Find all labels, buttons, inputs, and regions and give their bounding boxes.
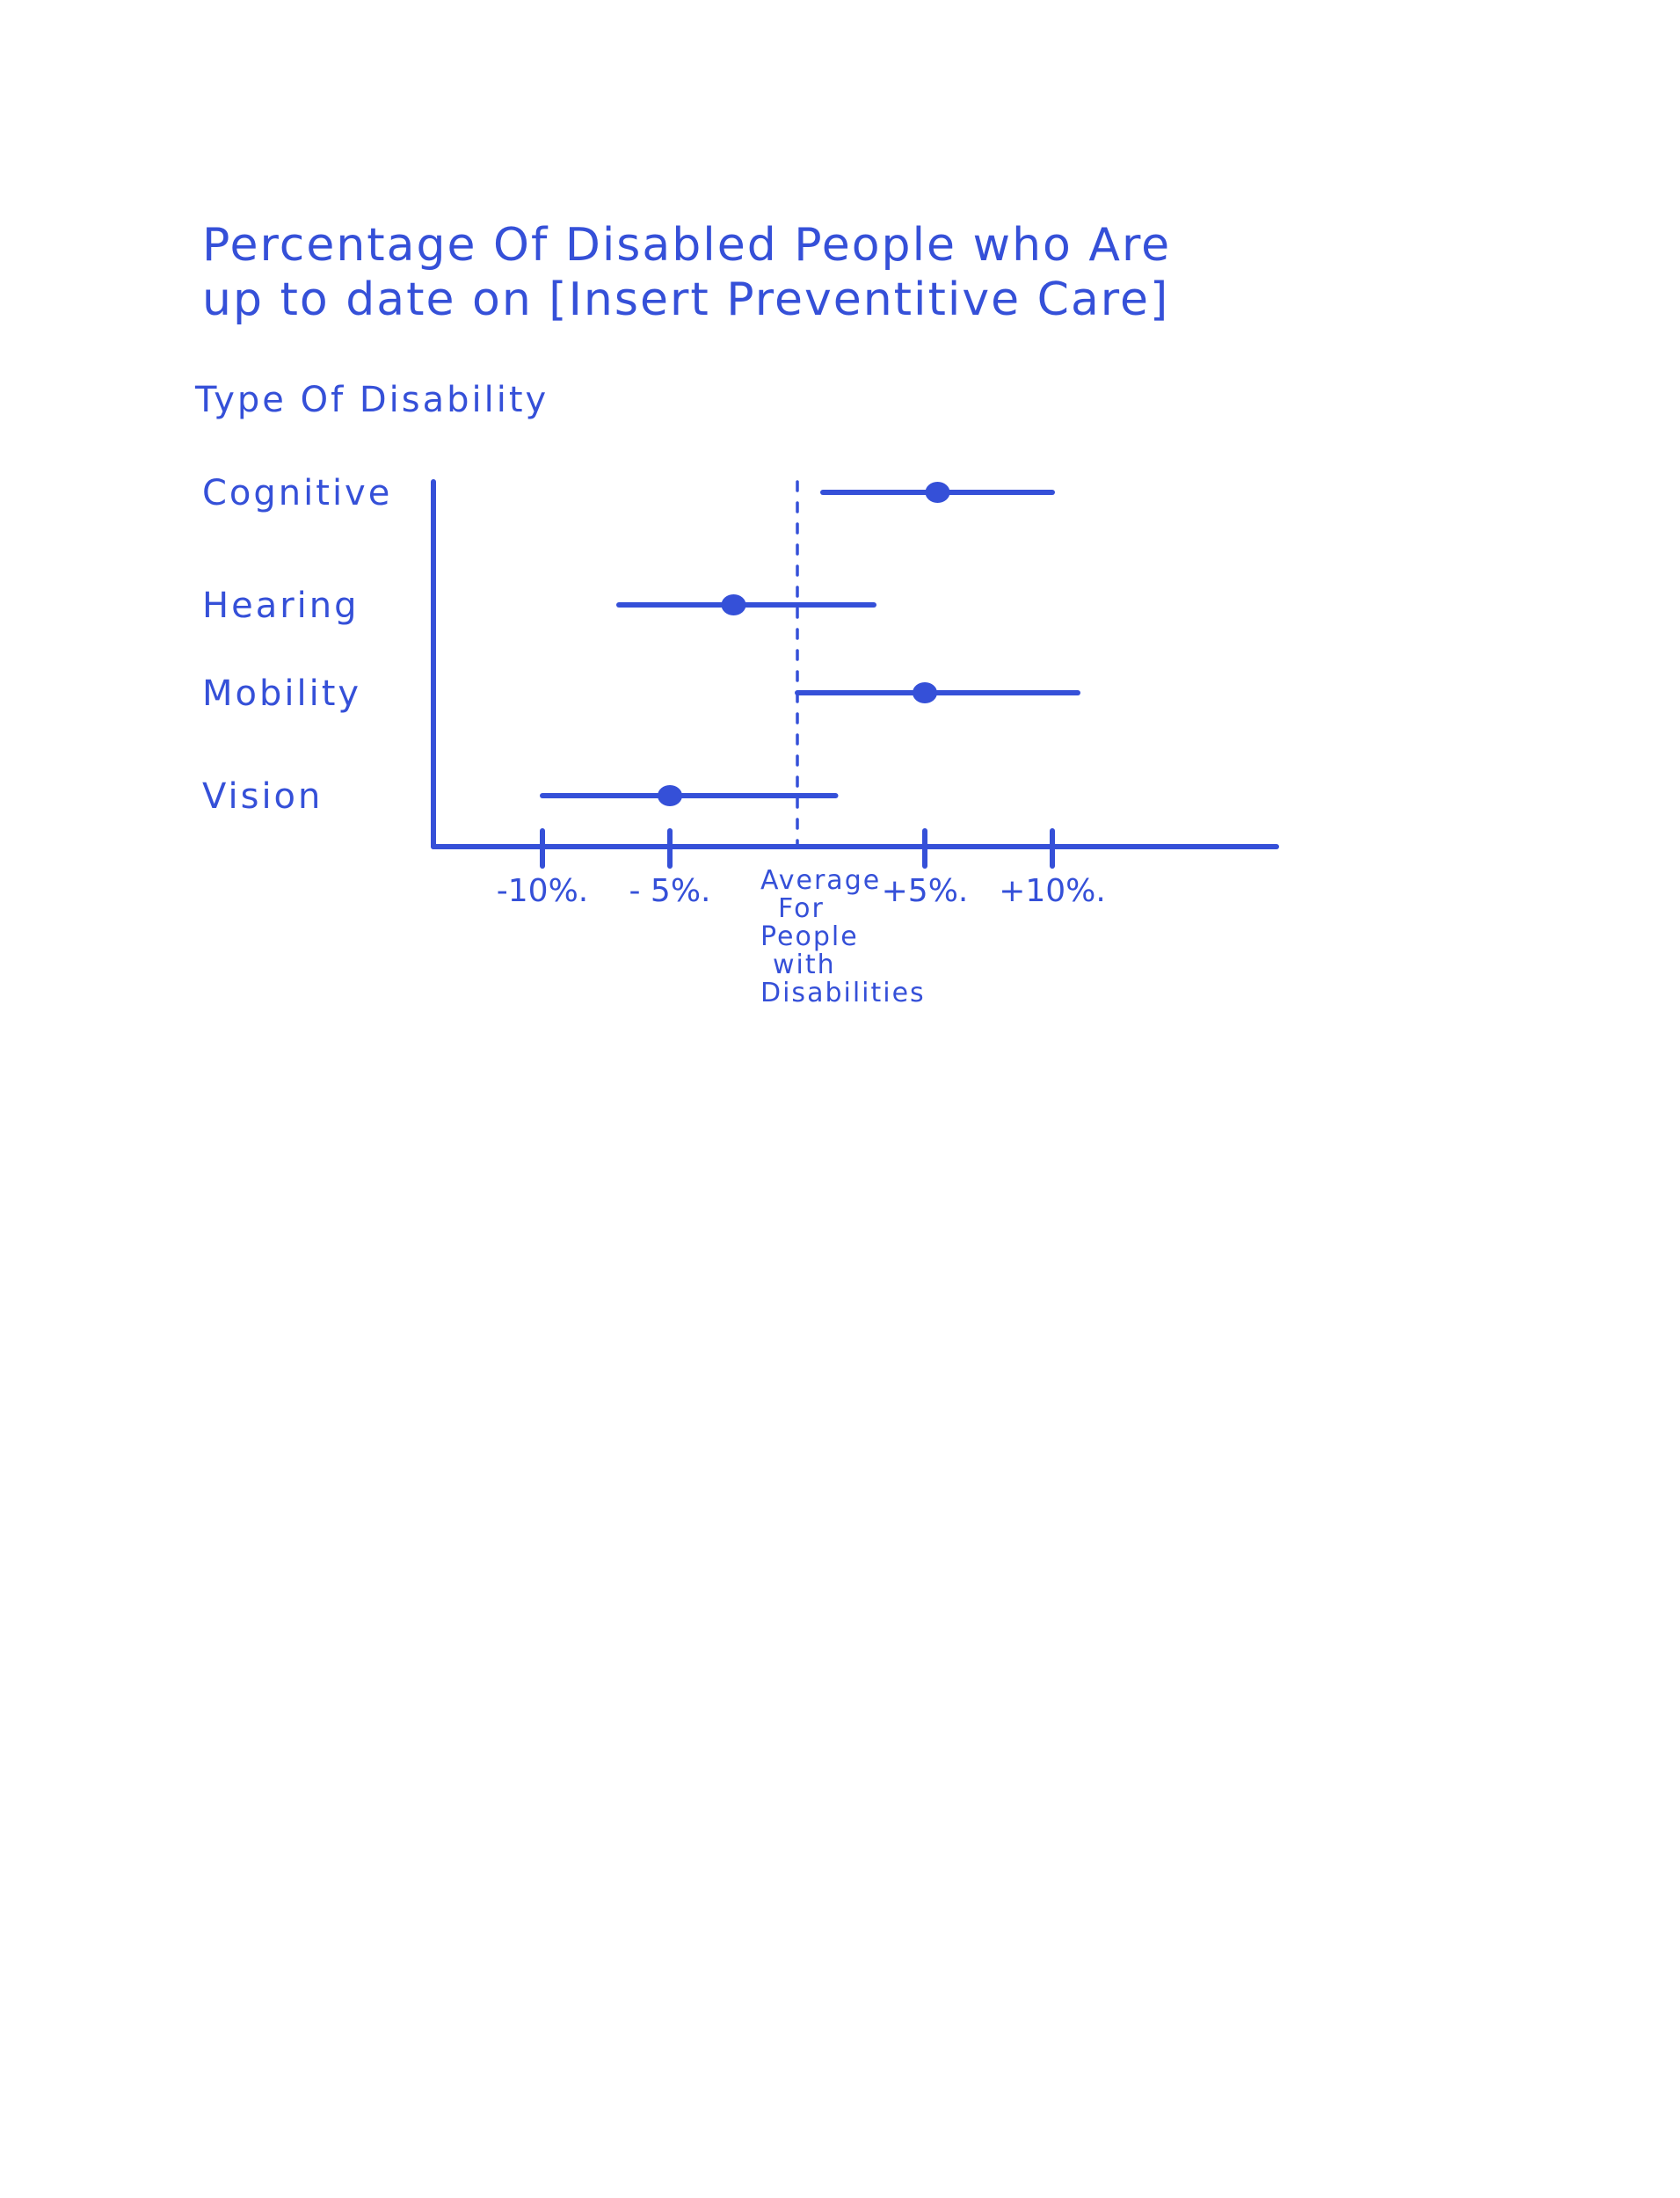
category-label-vision: Vision bbox=[202, 776, 323, 817]
x-tick-label-minus5: - 5%. bbox=[629, 873, 711, 909]
chart-marks: Cognitive Hearing Mobility Vision -10%. - 5%.… bbox=[202, 473, 1106, 1008]
point-cognitive bbox=[925, 482, 950, 503]
average-label-line-1: Average bbox=[760, 865, 881, 896]
point-mobility bbox=[913, 682, 937, 703]
x-tick-label-minus10: -10%. bbox=[497, 873, 588, 909]
average-label-line-4: with bbox=[773, 950, 836, 980]
chart-title-line-2: up to date on [Insert Preventitive Care] bbox=[202, 273, 1170, 326]
x-tick-label-5: +5%. bbox=[882, 873, 969, 909]
x-tick-label-10: +10%. bbox=[999, 873, 1106, 909]
chart-title: Percentage Of Disabled People who Are up… bbox=[202, 218, 1521, 327]
chart-title-line-1: Percentage Of Disabled People who Are bbox=[202, 219, 1172, 272]
point-vision bbox=[658, 785, 682, 806]
point-hearing bbox=[721, 594, 746, 615]
average-label-line-2: For bbox=[778, 893, 825, 924]
category-label-hearing: Hearing bbox=[202, 586, 360, 626]
y-axis-label: Type Of Disability bbox=[194, 380, 549, 420]
average-label-line-5: Disabilities bbox=[760, 978, 926, 1008]
average-label-line-3: People bbox=[760, 921, 859, 952]
category-label-cognitive: Cognitive bbox=[202, 473, 392, 513]
category-label-mobility: Mobility bbox=[202, 673, 361, 714]
